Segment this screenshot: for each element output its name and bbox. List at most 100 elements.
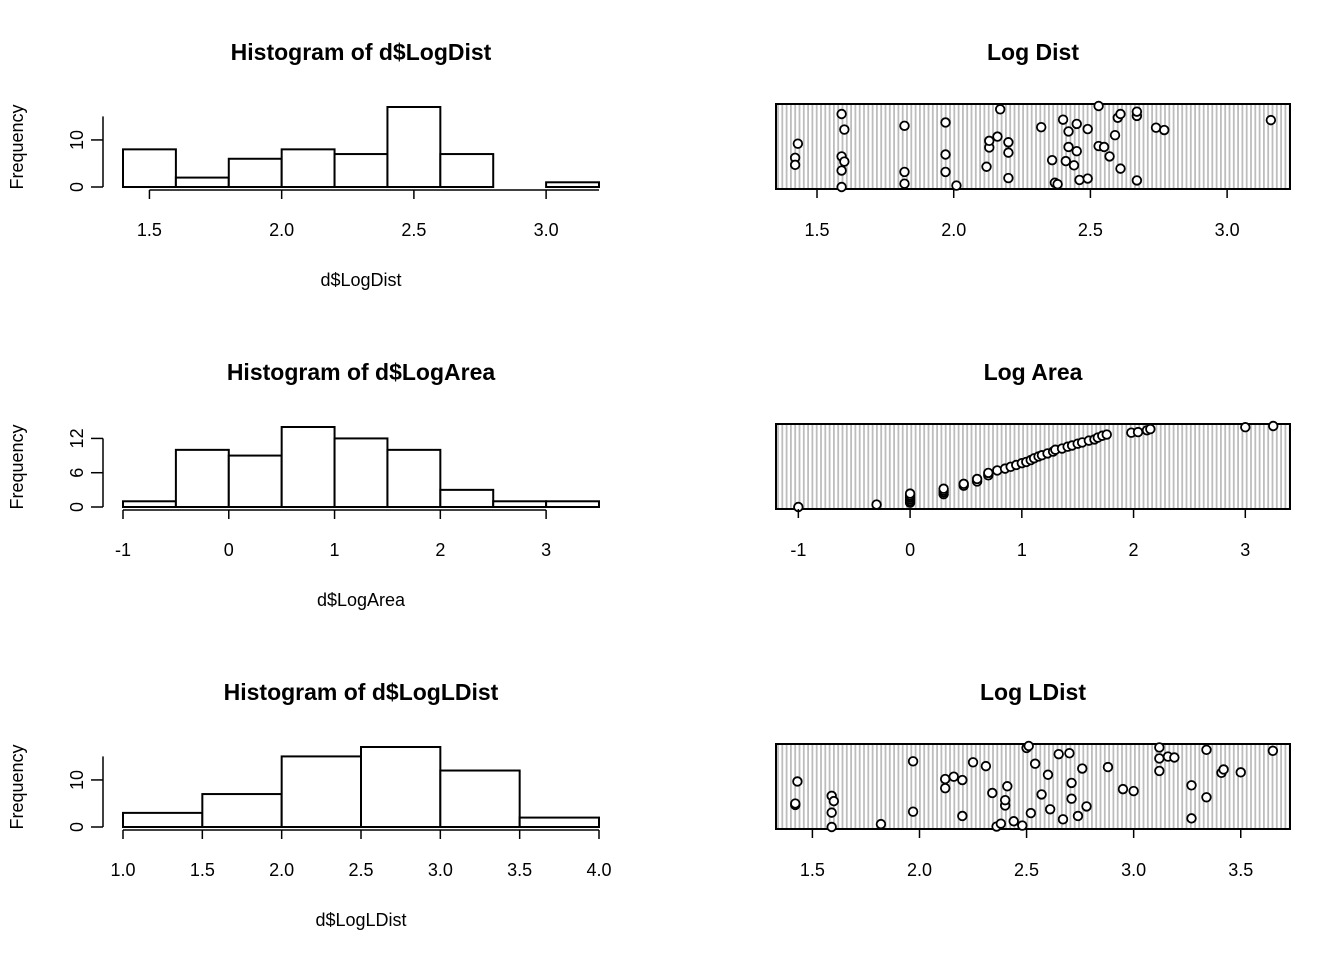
data-point bbox=[1154, 753, 1165, 764]
data-point bbox=[1053, 748, 1064, 760]
x-tick-label: 1 bbox=[330, 540, 340, 560]
data-point bbox=[836, 181, 847, 193]
x-tick-label: 3 bbox=[1240, 540, 1250, 560]
data-point bbox=[948, 771, 959, 782]
histogram-panel: Histogram of d$LogDist 1.5 2.0 2.5 3.0 0 10 d$L… bbox=[7, 39, 600, 290]
data-point bbox=[1057, 814, 1069, 825]
y-axis-label: Frequency bbox=[7, 744, 27, 829]
x-tick-label: 2.0 bbox=[269, 220, 294, 240]
histogram-bar bbox=[386, 448, 442, 509]
data-point bbox=[939, 782, 951, 794]
data-point bbox=[1159, 124, 1170, 136]
data-point bbox=[1102, 761, 1114, 773]
data-point bbox=[1104, 151, 1115, 162]
histogram-bar bbox=[227, 157, 283, 189]
data-point bbox=[1265, 114, 1277, 126]
data-point bbox=[1063, 141, 1074, 153]
data-point bbox=[1025, 807, 1037, 819]
chart-title: Log Area bbox=[984, 359, 1083, 385]
chart-title: Log LDist bbox=[980, 679, 1086, 705]
x-tick-label: 0 bbox=[224, 540, 234, 560]
data-point bbox=[1218, 764, 1229, 775]
y-tick-label: 10 bbox=[67, 130, 87, 150]
data-point bbox=[1082, 173, 1093, 184]
data-point bbox=[1008, 816, 1019, 827]
data-point bbox=[981, 161, 992, 172]
histogram-bar bbox=[545, 500, 600, 508]
x-tick-label: 2.5 bbox=[1014, 860, 1039, 880]
background-stripes bbox=[777, 104, 1291, 189]
data-point bbox=[1003, 172, 1014, 184]
data-point bbox=[951, 180, 962, 191]
x-tick-label: 3.0 bbox=[1215, 220, 1240, 240]
data-point bbox=[983, 467, 994, 479]
data-point bbox=[939, 773, 951, 785]
data-point bbox=[994, 104, 1006, 115]
plot-frame bbox=[775, 423, 1291, 510]
x-tick-label: -1 bbox=[790, 540, 806, 560]
data-point bbox=[1003, 147, 1014, 158]
histogram-bar bbox=[280, 148, 336, 188]
data-point bbox=[1017, 820, 1028, 831]
x-axis-label: d$LogDist bbox=[320, 270, 401, 290]
data-point bbox=[1044, 804, 1056, 815]
histogram-bar bbox=[280, 426, 336, 508]
data-point bbox=[907, 806, 919, 817]
data-point bbox=[1003, 137, 1014, 148]
x-tick-label: 2.0 bbox=[941, 220, 966, 240]
x-tick-label: 3.0 bbox=[1121, 860, 1146, 880]
x-tick-label: 2.5 bbox=[1078, 220, 1103, 240]
x-tick-label: 2.5 bbox=[401, 220, 426, 240]
data-point bbox=[1186, 813, 1197, 824]
x-tick-label: 1.5 bbox=[800, 860, 825, 880]
data-point bbox=[1169, 752, 1180, 763]
histogram-panel: Histogram of d$LogArea-1 0 1 2 30612d$LogAre… bbox=[7, 359, 600, 610]
data-point bbox=[1268, 420, 1279, 432]
x-tick-label: 1.0 bbox=[110, 860, 135, 880]
x-tick-label: 2.0 bbox=[907, 860, 932, 880]
data-point bbox=[995, 818, 1007, 829]
data-point bbox=[1071, 118, 1082, 130]
data-point bbox=[940, 166, 951, 178]
y-tick-label: 12 bbox=[67, 428, 87, 448]
data-point bbox=[1023, 740, 1034, 752]
data-point bbox=[792, 776, 803, 787]
data-point bbox=[1036, 789, 1047, 800]
x-tick-label: 3.5 bbox=[507, 860, 532, 880]
data-point bbox=[1235, 767, 1246, 778]
data-point bbox=[1046, 154, 1058, 166]
data-point bbox=[836, 165, 847, 176]
data-point bbox=[875, 818, 887, 830]
histogram-bar bbox=[122, 500, 177, 508]
data-point bbox=[1036, 121, 1047, 133]
data-point bbox=[899, 120, 910, 131]
data-point bbox=[1077, 763, 1088, 774]
x-tick-label: 1.5 bbox=[137, 220, 162, 240]
data-point bbox=[871, 499, 882, 510]
data-point bbox=[1128, 785, 1139, 797]
histogram-bar bbox=[174, 448, 230, 509]
data-point bbox=[836, 108, 847, 120]
data-point bbox=[958, 478, 969, 490]
y-tick-label: 0 bbox=[67, 502, 87, 512]
data-point bbox=[1063, 126, 1074, 137]
data-point bbox=[1201, 744, 1212, 756]
histogram-bar bbox=[439, 488, 495, 509]
plot-frame bbox=[775, 103, 1291, 190]
x-tick-label: 2.0 bbox=[269, 860, 294, 880]
data-point bbox=[1186, 780, 1197, 791]
y-tick-label: 6 bbox=[67, 468, 87, 478]
histogram-bar bbox=[518, 816, 601, 829]
data-point bbox=[1057, 114, 1069, 125]
x-tick-label: 1 bbox=[1017, 540, 1027, 560]
data-point bbox=[1117, 783, 1129, 795]
data-point bbox=[1101, 429, 1112, 440]
histogram-bar bbox=[174, 176, 230, 189]
data-point bbox=[984, 135, 995, 147]
data-point bbox=[1132, 426, 1144, 438]
chart-title: Histogram of d$LogLDist bbox=[224, 679, 499, 705]
data-point bbox=[1150, 122, 1162, 133]
histogram-bar bbox=[333, 153, 389, 188]
data-point bbox=[899, 178, 910, 189]
